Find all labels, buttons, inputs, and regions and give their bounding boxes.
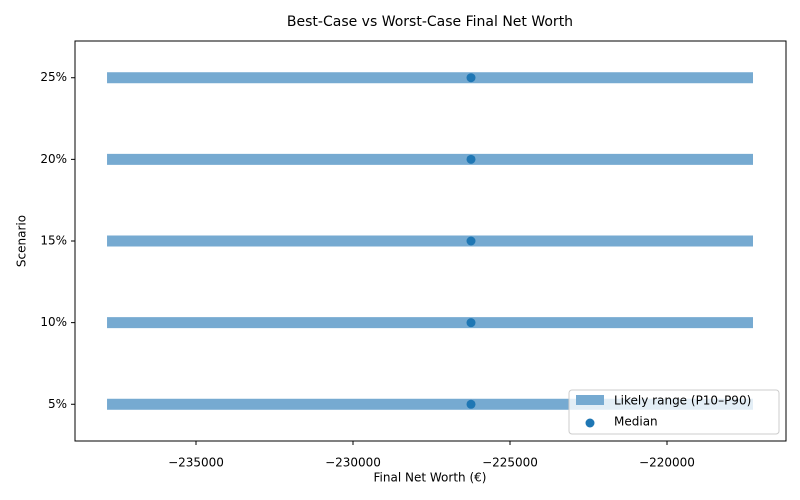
legend-label: Median [614, 415, 658, 429]
y-tick-label: 15% [40, 234, 67, 248]
range-bar [107, 398, 753, 410]
x-tick-label: −235000 [168, 456, 224, 470]
legend-label: Likely range (P10–P90) [614, 394, 751, 408]
x-tick-label: −225000 [482, 456, 538, 470]
x-axis-label: Final Net Worth (€) [374, 471, 487, 485]
plot-frame [74, 40, 787, 442]
y-tick-label: 20% [40, 152, 67, 166]
median-dot [466, 399, 476, 409]
y-tick-label: 25% [40, 70, 67, 84]
legend-swatch [576, 395, 604, 405]
y-tick-label: 5% [48, 397, 67, 411]
legend: Likely range (P10–P90) Median [568, 389, 780, 435]
chart-title: Best-Case vs Worst-Case Final Net Worth [287, 14, 573, 30]
x-tick-label: −220000 [639, 456, 695, 470]
median-dot [466, 236, 476, 246]
median-dot [466, 154, 476, 164]
range-bar [107, 153, 753, 165]
range-bar [107, 235, 753, 247]
legend-box [568, 389, 780, 435]
range-bar [107, 317, 753, 329]
median-dot [466, 73, 476, 83]
legend-marker [585, 418, 595, 428]
y-axis-label: Scenario [15, 215, 29, 267]
y-tick-label: 10% [40, 315, 67, 329]
x-tick-label: −230000 [325, 456, 381, 470]
median-dot [466, 318, 476, 328]
range-bar [107, 72, 753, 84]
